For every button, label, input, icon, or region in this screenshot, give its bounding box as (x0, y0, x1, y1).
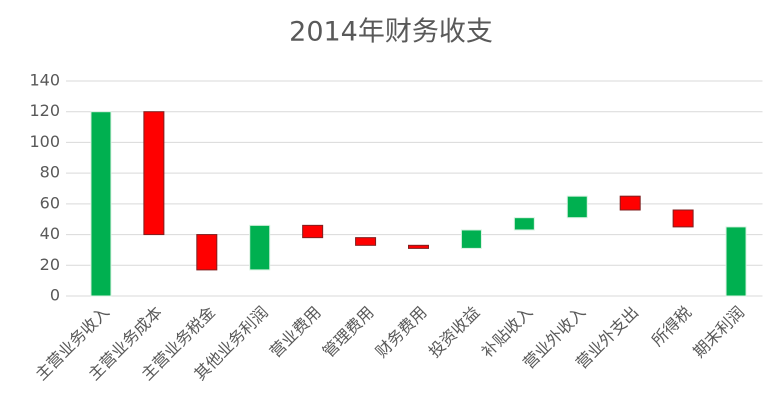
increase-bar (566, 195, 588, 219)
decrease-bar (196, 234, 218, 271)
chart-title: 2014年财务收支 (289, 17, 493, 48)
increase-bar (513, 217, 535, 231)
decrease-bar (302, 224, 324, 239)
y-tick-label: 120 (29, 101, 60, 120)
decrease-bar (672, 209, 694, 228)
y-tick-label: 60 (40, 193, 60, 212)
increase-bar (249, 224, 271, 271)
decrease-bar (143, 111, 165, 236)
decrease-bar (619, 195, 641, 211)
y-tick-label: 0 (50, 286, 60, 305)
y-tick-label: 80 (40, 163, 60, 182)
y-tick-label: 100 (29, 132, 60, 151)
total-bar (90, 111, 112, 297)
total-bar (725, 226, 747, 297)
y-tick-label: 40 (40, 224, 60, 243)
decrease-bar (355, 237, 377, 246)
y-tick-label: 140 (29, 71, 60, 90)
increase-bar (460, 229, 482, 249)
decrease-bar (408, 244, 429, 249)
y-tick-label: 20 (40, 255, 60, 274)
